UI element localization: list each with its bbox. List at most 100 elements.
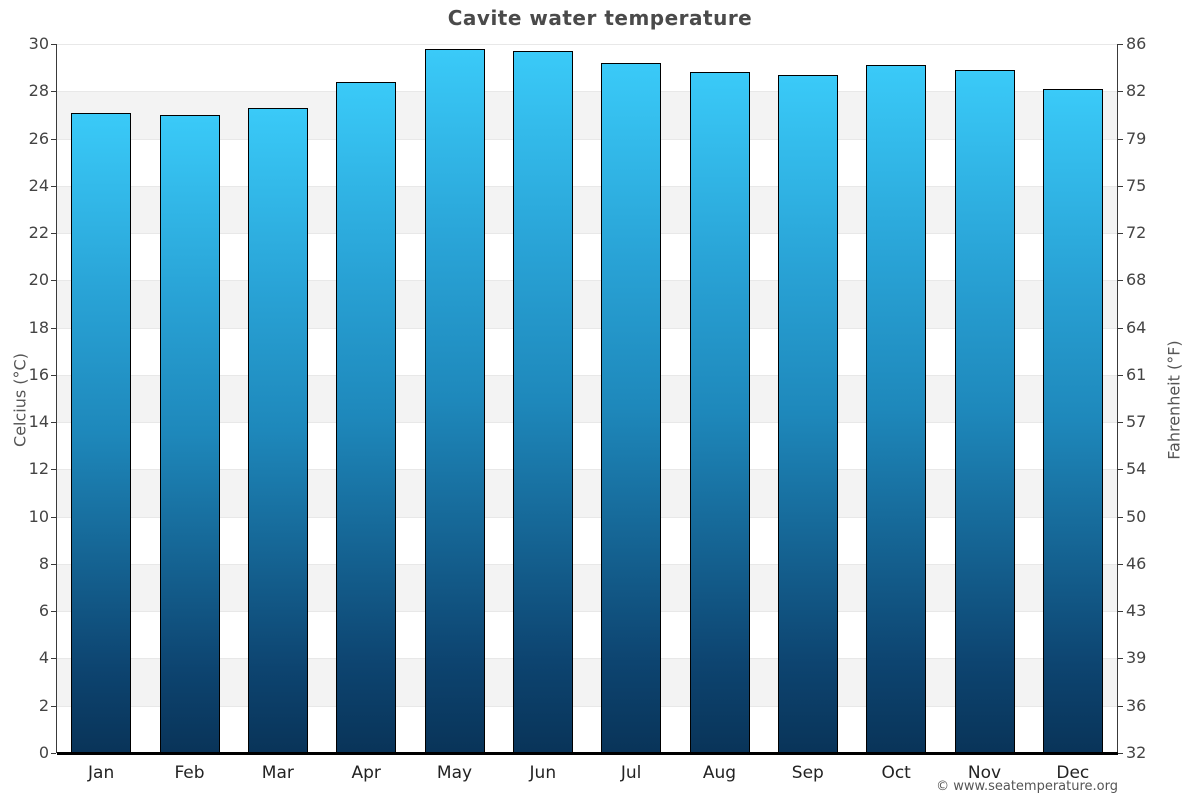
y-axis-right-label: 57 bbox=[1126, 412, 1147, 432]
y-axis-left-label: 20 bbox=[28, 270, 49, 290]
gridline bbox=[57, 469, 1117, 471]
y-axis-right-tick bbox=[1118, 327, 1123, 329]
y-axis-left-label: 6 bbox=[38, 601, 49, 621]
y-axis-right-tick bbox=[1118, 658, 1123, 660]
y-axis-left-label: 0 bbox=[38, 743, 49, 762]
bar-jun bbox=[512, 51, 573, 753]
y-axis-left-tick bbox=[51, 469, 56, 471]
bar-nov bbox=[954, 70, 1015, 753]
y-axis-right-label: 75 bbox=[1126, 175, 1147, 195]
grid-band bbox=[57, 563, 1117, 612]
y-axis-left-tick bbox=[51, 422, 56, 424]
bar-jan bbox=[71, 112, 132, 753]
y-axis-right-label: 32 bbox=[1126, 743, 1147, 762]
y-axis-left-tick bbox=[51, 327, 56, 329]
y-axis-left-label: 26 bbox=[28, 128, 49, 148]
chart-title: Cavite water temperature bbox=[447, 6, 753, 30]
gridline bbox=[57, 280, 1117, 282]
x-axis-label-nov: Nov bbox=[967, 763, 1002, 783]
bar-aug bbox=[689, 72, 750, 753]
y-axis-left-tick bbox=[51, 611, 56, 613]
bar-may bbox=[424, 48, 485, 753]
gridline bbox=[57, 611, 1117, 613]
gridline bbox=[57, 327, 1117, 329]
y-axis-right-tick bbox=[1118, 563, 1123, 565]
grid-band bbox=[57, 280, 1117, 328]
gridline bbox=[57, 44, 1117, 45]
y-axis-left-tick bbox=[51, 705, 56, 707]
gridline bbox=[57, 658, 1117, 660]
y-axis-left-tick bbox=[51, 563, 56, 565]
y-axis-right-label: 86 bbox=[1126, 34, 1147, 53]
y-axis-left-label: 10 bbox=[28, 506, 49, 526]
y-axis-left-label: 16 bbox=[28, 364, 49, 384]
bar-feb bbox=[159, 114, 220, 753]
y-axis-right-tick bbox=[1118, 280, 1123, 282]
gridline bbox=[57, 422, 1117, 424]
credits-link[interactable]: © www.seatemperature.org bbox=[936, 779, 1118, 794]
gridline bbox=[57, 138, 1117, 140]
y-axis-right-tick bbox=[1118, 611, 1123, 613]
y-axis-left-tick bbox=[51, 44, 56, 45]
y-axis-right-label: 64 bbox=[1126, 317, 1147, 337]
y-axis-left-tick bbox=[51, 138, 56, 140]
grid-band bbox=[57, 185, 1117, 234]
bar-apr bbox=[336, 81, 397, 753]
y-axis-left-tick bbox=[51, 516, 56, 518]
plot-area bbox=[57, 44, 1117, 753]
y-axis-right-tick bbox=[1118, 374, 1123, 376]
y-axis-right-label: 36 bbox=[1126, 695, 1147, 715]
y-axis-right-line bbox=[1117, 44, 1118, 753]
x-axis-label-feb: Feb bbox=[174, 763, 205, 783]
y-axis-left-label: 4 bbox=[38, 648, 49, 668]
gridline bbox=[57, 185, 1117, 187]
grid-band bbox=[57, 469, 1117, 517]
y-axis-left-tick bbox=[51, 658, 56, 660]
gridline bbox=[57, 374, 1117, 376]
bar-jul bbox=[601, 62, 662, 753]
y-axis-right-label: 79 bbox=[1126, 128, 1147, 148]
gridline bbox=[57, 516, 1117, 518]
y-axis-right-label: 54 bbox=[1126, 459, 1147, 479]
bar-dec bbox=[1042, 88, 1103, 753]
y-axis-right-label: 50 bbox=[1126, 506, 1147, 526]
y-axis-right-label: 68 bbox=[1126, 270, 1147, 290]
y-axis-left-label: 28 bbox=[28, 81, 49, 101]
y-axis-right-label: 46 bbox=[1126, 553, 1147, 573]
y-axis-right-tick bbox=[1118, 91, 1123, 93]
y-axis-left-tick bbox=[51, 374, 56, 376]
y-axis-right-label: 61 bbox=[1126, 364, 1147, 384]
gridline bbox=[57, 91, 1117, 93]
x-axis-label-aug: Aug bbox=[702, 763, 737, 783]
x-axis-label-sep: Sep bbox=[791, 763, 824, 783]
y-axis-left-label: 22 bbox=[28, 223, 49, 243]
x-axis-label-jul: Jul bbox=[620, 763, 642, 783]
y-axis-left-label: 2 bbox=[38, 695, 49, 715]
y-axis-right-tick bbox=[1118, 469, 1123, 471]
x-axis-label-mar: Mar bbox=[261, 763, 294, 783]
x-axis-label-apr: Apr bbox=[351, 763, 381, 783]
y-axis-right-tick bbox=[1118, 705, 1123, 707]
x-axis-label-jun: Jun bbox=[529, 763, 557, 783]
x-axis-baseline bbox=[57, 751, 1118, 755]
y-axis-right-tick bbox=[1118, 185, 1123, 187]
y-axis-left-label: 12 bbox=[28, 459, 49, 479]
y-axis-left-label: 18 bbox=[28, 317, 49, 337]
y-axis-right-label: 72 bbox=[1126, 223, 1147, 243]
y-axis-right-label: 39 bbox=[1126, 648, 1147, 668]
y-axis-left-label: 24 bbox=[28, 175, 49, 195]
gridline bbox=[57, 233, 1117, 235]
y-axis-right-tick bbox=[1118, 753, 1123, 754]
y-axis-left-tick bbox=[51, 185, 56, 187]
y-axis-right-tick bbox=[1118, 233, 1123, 235]
y-axis-left-tick bbox=[51, 280, 56, 282]
gridline bbox=[57, 705, 1117, 707]
y-axis-right-tick bbox=[1118, 516, 1123, 518]
y-axis-left-label: 14 bbox=[28, 412, 49, 432]
grid-band bbox=[57, 91, 1117, 139]
y-axis-left-tick bbox=[51, 233, 56, 235]
y-axis-left-line bbox=[56, 44, 57, 753]
y-axis-left-tick bbox=[51, 91, 56, 93]
bar-mar bbox=[247, 107, 308, 753]
